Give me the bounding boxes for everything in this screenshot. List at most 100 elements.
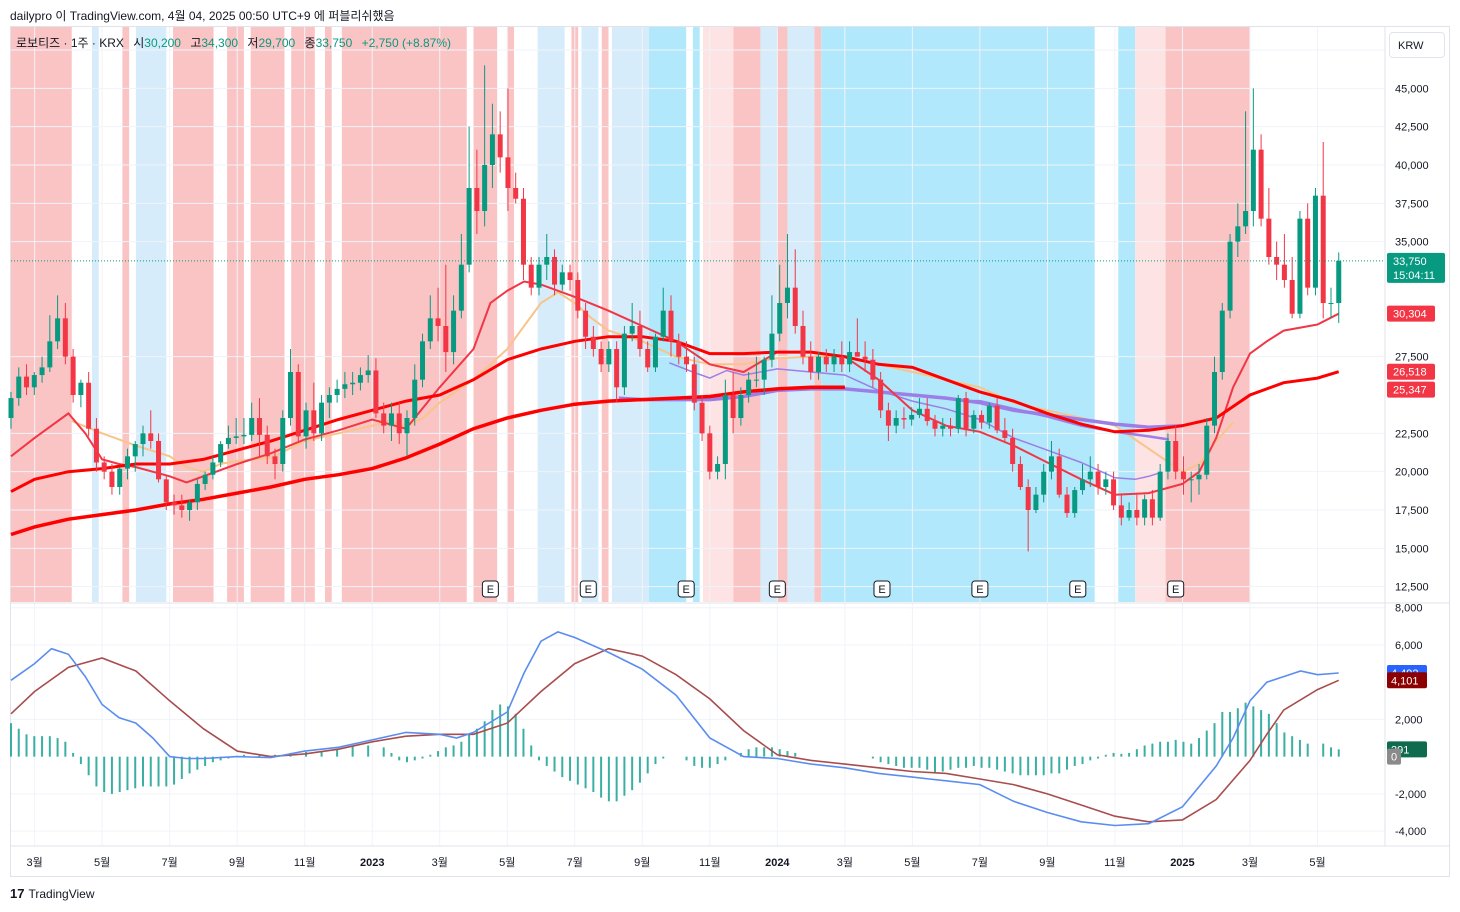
earnings-marker-label: E [1172, 584, 1179, 596]
macd-histogram-bar [33, 736, 36, 757]
candle-body [1103, 479, 1109, 487]
macd-histogram-bar [514, 713, 517, 757]
macd-histogram-bar [561, 756, 564, 778]
candle-body [800, 326, 806, 357]
candle-body [156, 441, 162, 480]
macd-histogram-bar [957, 756, 960, 768]
macd-histogram-bar [382, 747, 385, 757]
candle-body [520, 198, 526, 265]
macd-histogram-bar [452, 745, 455, 757]
candle-body [1336, 260, 1342, 303]
macd-histogram-bar [421, 756, 424, 759]
macd-histogram-bar [778, 749, 781, 757]
macd-tick-label: 6,000 [1395, 640, 1423, 652]
open-value: 30,200 [144, 36, 181, 50]
time-tick-label: 7월 [162, 856, 178, 869]
macd-histogram-bar [646, 756, 649, 774]
candle-body [249, 418, 255, 435]
signal-band [250, 27, 285, 602]
candle-body [652, 336, 658, 368]
macd-histogram-bar [17, 728, 20, 757]
macd-histogram-bar [204, 756, 207, 766]
candle-body [179, 505, 185, 510]
signal-band [1165, 27, 1250, 602]
macd-histogram-bar [941, 756, 944, 772]
macd-histogram-bar [196, 756, 199, 770]
candle-body [497, 134, 503, 158]
candle-body [583, 310, 589, 337]
time-tick-label: 5월 [94, 856, 110, 869]
macd-tick-label: -4,000 [1395, 826, 1426, 838]
candle-body [715, 464, 721, 472]
price-tick-label: 12,500 [1395, 582, 1429, 594]
time-tick-label: 9월 [1039, 856, 1055, 869]
candle-body [1204, 425, 1210, 475]
macd-histogram-bar [701, 756, 704, 768]
high-value: 34,300 [201, 36, 239, 50]
macd-histogram-bar [56, 738, 59, 757]
signal-band [703, 27, 734, 602]
macd-histogram-bar [468, 734, 471, 757]
candle-body [1064, 494, 1070, 514]
candle-body [16, 376, 22, 399]
macd-value-box [1387, 748, 1401, 765]
macd-histogram-bar [429, 754, 432, 757]
macd-histogram-bar [600, 756, 603, 798]
macd-histogram-bar [491, 710, 494, 757]
candle-body [730, 395, 736, 418]
macd-histogram-bar [996, 756, 999, 770]
candle-body [505, 157, 511, 188]
macd-histogram-bar [949, 756, 952, 770]
candle-body [645, 349, 651, 368]
candle-body [878, 379, 884, 411]
candle-body [1219, 310, 1225, 372]
candle-body [567, 272, 573, 280]
macd-histogram-bar [522, 728, 525, 757]
candle-body [489, 134, 495, 165]
macd-histogram-bar [530, 745, 533, 757]
candle-body [1149, 499, 1155, 518]
macd-histogram-bar [367, 745, 370, 757]
macd-histogram-bar [1042, 756, 1045, 776]
change-value: +2,750 (+8.87%) [361, 36, 452, 50]
candle-body [528, 264, 534, 288]
macd-histogram-bar [1221, 711, 1224, 757]
price-tick-label: 40,000 [1395, 160, 1429, 172]
macd-histogram-bar [258, 754, 261, 757]
price-label-box [1387, 363, 1435, 380]
earnings-marker: E [579, 580, 597, 598]
candle-body [1243, 211, 1249, 227]
candle-body [24, 376, 30, 388]
time-tick-label: 2024 [765, 857, 790, 869]
ma-thick-red-line [10, 335, 1340, 493]
signal-band [324, 27, 332, 602]
symbol-legend: 로보티즈 · 1주 · KRX 시30,200 고34,300 저29,700 … [16, 34, 451, 51]
candle-body [171, 502, 177, 506]
candle-body [373, 370, 379, 414]
candle-body [986, 405, 992, 423]
macd-histogram-bar [1034, 756, 1037, 776]
candle-body [839, 356, 845, 365]
chart-frame [10, 26, 1450, 877]
candle-body [1297, 218, 1303, 314]
candle-body [31, 375, 37, 388]
candle-body [769, 333, 775, 360]
candle-body [256, 418, 262, 435]
macd-tick-label: -2,000 [1395, 789, 1426, 801]
candle-body [940, 425, 946, 429]
candle-body [1173, 441, 1179, 472]
time-tick-label: 2023 [360, 857, 384, 869]
candle-body [466, 188, 472, 265]
macd-histogram-bar [615, 756, 618, 802]
macd-histogram-bar [1174, 739, 1177, 757]
macd-histogram-bar [933, 756, 936, 774]
macd-histogram-bar [553, 756, 556, 772]
macd-histogram-bar [747, 749, 750, 757]
candle-body [295, 372, 301, 437]
signal-band [341, 27, 467, 602]
price-label: 26,518 [1387, 363, 1435, 380]
currency-button[interactable]: KRW [1389, 32, 1445, 58]
price-tick-label: 45,000 [1395, 83, 1429, 95]
candle-body [971, 414, 977, 429]
